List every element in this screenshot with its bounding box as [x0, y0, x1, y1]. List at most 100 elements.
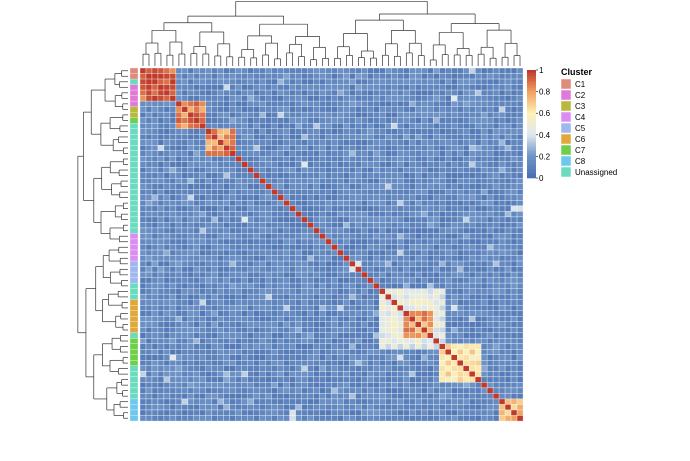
heatmap-cell	[157, 189, 165, 196]
heatmap-cell	[211, 134, 219, 140]
heatmap-cell	[241, 360, 248, 367]
heatmap-cell	[163, 194, 171, 201]
heatmap-cell	[331, 134, 338, 140]
heatmap-cell	[415, 321, 422, 328]
heatmap-cell	[313, 376, 320, 383]
heatmap-cell	[229, 194, 236, 201]
heatmap-cell	[325, 194, 332, 201]
heatmap-cell	[307, 128, 314, 135]
heatmap-cell	[462, 371, 470, 378]
heatmap-cell	[265, 122, 272, 129]
heatmap-cell	[361, 343, 368, 350]
heatmap-cell	[510, 117, 518, 124]
heatmap-cell	[510, 349, 518, 356]
heatmap-cell	[510, 271, 518, 278]
heatmap-cell	[498, 343, 506, 350]
heatmap-cell	[145, 293, 153, 300]
heatmap-cell	[289, 360, 296, 367]
heatmap-cell	[439, 415, 446, 422]
heatmap-cell	[427, 327, 434, 333]
heatmap-cell	[474, 349, 482, 356]
heatmap-cell	[145, 382, 153, 389]
heatmap-cell	[145, 260, 153, 267]
heatmap-cell	[283, 111, 290, 118]
heatmap-cell	[217, 398, 225, 405]
heatmap-cell	[247, 255, 254, 262]
heatmap-cell	[169, 67, 177, 74]
heatmap-cell	[169, 376, 177, 383]
heatmap-cell	[468, 134, 476, 140]
heatmap-cell	[474, 128, 482, 135]
heatmap-cell	[187, 200, 195, 207]
heatmap-cell	[445, 145, 452, 151]
heatmap-cell	[486, 244, 494, 251]
heatmap-cell	[379, 189, 386, 196]
heatmap-cell	[325, 266, 332, 273]
heatmap-cell	[271, 354, 278, 361]
heatmap-cell	[343, 172, 350, 179]
heatmap-cell	[175, 321, 183, 328]
heatmap-cell	[445, 78, 452, 85]
annotation-cell	[129, 409, 139, 416]
heatmap-cell	[193, 139, 201, 146]
heatmap-cell	[343, 244, 350, 251]
heatmap-cell	[510, 238, 518, 245]
heatmap-cell	[421, 73, 428, 80]
heatmap-cell	[199, 271, 207, 278]
heatmap-cell	[451, 393, 458, 400]
heatmap-cell	[504, 211, 512, 218]
heatmap-cell	[193, 238, 201, 245]
heatmap-cell	[253, 111, 260, 118]
heatmap-cell	[181, 106, 189, 113]
heatmap-cell	[319, 227, 326, 234]
heatmap-cell	[277, 84, 284, 91]
heatmap-cell	[229, 255, 236, 262]
heatmap-cell	[451, 211, 458, 218]
heatmap-cell	[217, 293, 225, 300]
heatmap-cell	[205, 277, 213, 284]
heatmap-cell	[373, 398, 380, 405]
heatmap-cell	[205, 415, 213, 422]
heatmap-cell	[289, 338, 296, 345]
heatmap-cell	[403, 117, 410, 124]
heatmap-cell	[498, 304, 506, 311]
heatmap-cell	[157, 216, 165, 223]
heatmap-cell	[462, 382, 470, 389]
heatmap-cell	[295, 205, 302, 212]
heatmap-cell	[379, 293, 386, 300]
heatmap-cell	[385, 78, 392, 85]
heatmap-cell	[367, 95, 374, 102]
heatmap-cell	[259, 78, 266, 85]
heatmap-cell	[474, 89, 482, 96]
heatmap-cell	[253, 73, 260, 80]
heatmap-cell	[474, 150, 482, 157]
heatmap-cell	[193, 172, 201, 179]
heatmap-cell	[259, 67, 266, 74]
heatmap-cell	[187, 415, 195, 422]
heatmap-cell	[169, 150, 177, 157]
heatmap-cell	[367, 415, 374, 422]
heatmap-cell	[199, 128, 207, 135]
heatmap-cell	[181, 227, 189, 234]
heatmap-cell	[247, 266, 254, 273]
heatmap-cell	[451, 338, 458, 345]
heatmap-cell	[307, 73, 314, 80]
heatmap-cell	[474, 415, 482, 422]
heatmap-cell	[193, 89, 201, 96]
color-scale-step	[527, 143, 536, 146]
heatmap-cell	[397, 67, 404, 74]
heatmap-cell	[343, 332, 350, 339]
heatmap-cell	[451, 134, 458, 140]
heatmap-cell	[367, 387, 374, 394]
heatmap-cell	[403, 376, 410, 383]
heatmap-cell	[247, 139, 254, 146]
heatmap-cell	[474, 387, 482, 394]
heatmap-cell	[319, 343, 326, 350]
heatmap-cell	[313, 354, 320, 361]
heatmap-cell	[265, 178, 272, 185]
heatmap-cell	[295, 222, 302, 229]
heatmap-cell	[199, 122, 207, 129]
heatmap-cell	[175, 117, 183, 124]
heatmap-cell	[480, 360, 488, 367]
heatmap-cell	[439, 78, 446, 85]
